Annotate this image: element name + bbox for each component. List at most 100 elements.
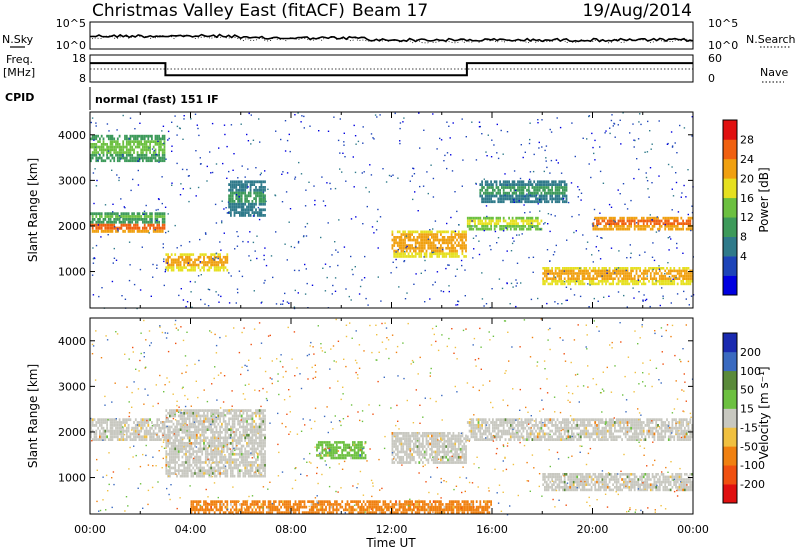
echo-cell (179, 255, 182, 259)
echo-cell (204, 461, 207, 464)
echo-cell (97, 151, 99, 154)
echo-cell (262, 208, 265, 212)
echo-cell (260, 455, 263, 459)
echo-cell (409, 447, 412, 451)
echo-cell (239, 472, 241, 475)
echo-cell (511, 194, 514, 198)
echo-cell (588, 306, 590, 308)
echo-cell (407, 434, 410, 438)
echo-cell (457, 233, 460, 236)
echo-cell (204, 263, 207, 267)
echo-cell (626, 280, 629, 283)
echo-cell (107, 134, 110, 138)
echo-cell (520, 200, 523, 204)
echo-cell (662, 216, 665, 220)
echo-cell (264, 170, 266, 172)
echo-cell (407, 255, 410, 258)
echo-cell (603, 225, 606, 228)
echo-cell (158, 161, 160, 163)
echo-cell (122, 421, 125, 424)
echo-cell (601, 275, 603, 277)
echo-cell (226, 425, 229, 429)
echo-cell (237, 463, 239, 467)
echo-cell (255, 211, 257, 214)
echo-cell (125, 218, 128, 221)
echo-cell (138, 229, 141, 233)
echo-cell (446, 121, 448, 123)
echo-cell (244, 420, 247, 423)
echo-cell (206, 463, 209, 467)
echo-cell (440, 244, 442, 247)
echo-cell (504, 197, 507, 201)
echo-cell (675, 181, 678, 184)
echo-cell (237, 472, 239, 475)
echo-cell (170, 420, 173, 423)
echo-cell (404, 461, 406, 464)
echo-cell (188, 466, 191, 470)
echo-cell (219, 469, 221, 472)
echo-cell (286, 259, 288, 261)
echo-cell (450, 230, 453, 234)
echo-cell (400, 461, 403, 464)
echo-cell (472, 219, 475, 223)
echo-cell (418, 255, 421, 258)
echo-cell (131, 156, 134, 160)
echo-cell (669, 282, 672, 286)
echo-cell (170, 409, 173, 412)
echo-cell (172, 266, 175, 269)
echo-cell (635, 282, 638, 286)
echo-cell (212, 436, 214, 440)
echo-cell (235, 183, 238, 186)
echo-cell (411, 230, 413, 234)
echo-cell (142, 438, 144, 441)
echo-cell (118, 145, 121, 149)
echo-cell (264, 186, 266, 189)
echo-cell (420, 445, 422, 448)
echo-cell (247, 461, 250, 464)
echo-cell (484, 183, 487, 186)
echo-cell (569, 277, 571, 280)
echo-cell (197, 466, 200, 470)
echo-cell (169, 466, 171, 470)
echo-cell (481, 222, 483, 225)
echo-cell (241, 165, 243, 167)
echo-cell (169, 439, 171, 442)
echo-cell (628, 274, 631, 278)
echo-cell (501, 287, 504, 290)
echo-cell (95, 148, 98, 152)
echo-cell (129, 156, 132, 160)
echo-cell (115, 218, 117, 221)
echo-cell (556, 282, 559, 286)
echo-cell (520, 219, 523, 223)
echo-cell (413, 246, 415, 250)
echo-cell (651, 219, 654, 223)
echo-cell (233, 439, 236, 442)
echo-cell (466, 225, 469, 228)
echo-cell (260, 474, 263, 478)
echo-cell (474, 219, 476, 223)
echo-cell (111, 137, 114, 141)
echo-cell (649, 130, 651, 132)
echo-cell (601, 216, 604, 220)
echo-cell (154, 220, 157, 224)
echo-cell (131, 218, 134, 221)
echo-cell (104, 218, 107, 221)
echo-cell (143, 429, 146, 433)
echo-cell (170, 442, 173, 445)
echo-cell (142, 143, 144, 146)
echo-cell (667, 216, 670, 220)
echo-cell (554, 276, 556, 278)
echo-cell (194, 431, 196, 434)
echo-cell (280, 138, 282, 141)
echo-cell (624, 277, 627, 280)
echo-cell (326, 276, 328, 279)
echo-cell (657, 267, 659, 270)
echo-cell (540, 227, 543, 231)
echo-cell (169, 420, 171, 423)
echo-cell (531, 200, 534, 204)
echo-cell (540, 186, 543, 189)
echo-cell (425, 249, 428, 253)
echo-cell (603, 219, 606, 223)
echo-cell (233, 180, 236, 184)
echo-cell (179, 450, 182, 453)
